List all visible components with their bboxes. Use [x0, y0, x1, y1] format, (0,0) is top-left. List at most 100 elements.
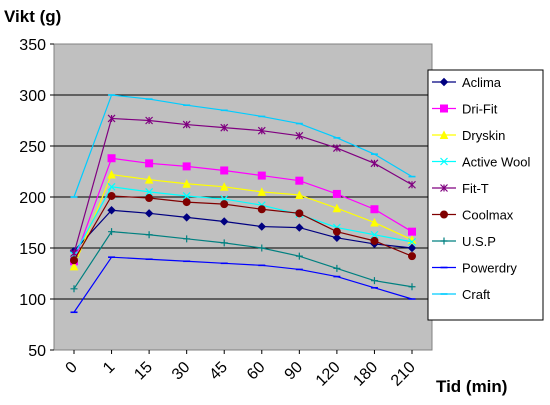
data-point-dri-fit	[295, 176, 304, 185]
data-point-fit-t	[408, 180, 416, 189]
legend-label: Coolmax	[462, 208, 514, 223]
legend-swatch-marker	[439, 77, 449, 87]
data-point-coolmax	[332, 227, 341, 236]
y-tick-label: 150	[19, 241, 46, 258]
data-point-u-s-p	[295, 252, 303, 260]
legend-label: Fit-T	[462, 181, 489, 196]
data-point-fit-t	[107, 114, 116, 123]
x-tick-label: 210	[388, 359, 419, 390]
legend-swatch-marker	[440, 184, 448, 192]
x-tick-label: 0	[63, 359, 81, 377]
series-dri-fit	[70, 154, 416, 266]
data-point-active-wool	[145, 187, 154, 196]
x-tick-label: 1	[100, 359, 118, 377]
series-line-craft	[73, 94, 413, 198]
data-point-coolmax	[370, 236, 379, 245]
legend-item-dryskin: Dryskin	[432, 128, 505, 143]
data-point-dryskin	[69, 261, 79, 271]
data-point-active-wool	[370, 230, 379, 239]
series-coolmax	[70, 191, 416, 265]
x-axis-label: Tid (min)	[436, 377, 507, 396]
y-tick-label: 100	[19, 292, 46, 309]
legend-item-craft: Craft	[432, 287, 491, 302]
data-point-u-s-p	[70, 285, 78, 293]
series-fit-t	[70, 114, 416, 258]
data-point-dryskin	[370, 217, 379, 227]
legend-item-powerdry: Powerdry	[432, 261, 517, 276]
data-point-aclima	[295, 223, 304, 232]
legend-label: Powerdry	[462, 261, 517, 276]
data-point-fit-t	[220, 123, 229, 132]
legend-item-fit-t: Fit-T	[432, 181, 489, 196]
x-tick-label: 45	[206, 359, 231, 384]
data-point-coolmax	[220, 200, 229, 209]
legend-label: Craft	[462, 287, 491, 302]
y-tick-label: 50	[28, 343, 46, 360]
data-point-aclima	[182, 213, 191, 222]
series-line-aclima	[73, 209, 413, 252]
legend: Aclima Dri-Fit Dryskin Active Wool Fit-T Cool…	[427, 69, 544, 321]
series-u-s-p	[70, 228, 416, 293]
data-point-aclima	[144, 209, 154, 218]
data-point-u-s-p	[333, 264, 341, 272]
data-point-u-s-p	[220, 239, 228, 247]
data-point-aclima	[407, 243, 417, 253]
x-tick-label: 30	[169, 359, 194, 384]
y-tick-label: 350	[19, 37, 46, 54]
data-point-dryskin	[219, 182, 229, 191]
x-tick-label: 180	[350, 359, 381, 390]
legend-label: Dryskin	[462, 128, 505, 143]
data-point-dri-fit	[107, 154, 116, 163]
series-craft	[70, 94, 416, 198]
legend-swatch-marker	[439, 130, 449, 139]
series-line-active-wool	[73, 186, 413, 256]
series-line-coolmax	[73, 195, 413, 261]
data-point-dryskin	[144, 175, 154, 184]
data-point-fit-t	[145, 116, 154, 125]
series-powerdry	[70, 256, 416, 314]
legend-item-active-wool: Active Wool	[432, 155, 531, 170]
legend-label: U.S.P	[462, 234, 496, 249]
data-point-dri-fit	[257, 171, 266, 180]
data-point-aclima	[332, 233, 342, 243]
x-axis-ticks: 0 1 15 30 45 60 90 120 180 210	[63, 350, 419, 390]
data-point-coolmax	[182, 198, 191, 207]
data-point-active-wool	[408, 237, 416, 246]
data-point-dri-fit	[332, 189, 341, 198]
data-point-u-s-p	[258, 244, 266, 252]
data-point-coolmax	[257, 205, 266, 214]
data-point-u-s-p	[108, 228, 116, 236]
data-point-aclima	[220, 217, 229, 226]
data-point-aclima	[257, 222, 266, 231]
data-point-fit-t	[182, 120, 191, 129]
x-tick-label: 15	[131, 359, 156, 384]
y-axis-ticks: 50 100 150 200 250 300 350	[19, 37, 54, 360]
legend-item-dri-fit: Dri-Fit	[432, 102, 498, 117]
data-point-coolmax	[295, 209, 304, 218]
data-point-coolmax	[408, 252, 416, 261]
x-tick-label: 90	[282, 359, 307, 384]
series-lines	[69, 94, 417, 314]
legend-items: Aclima Dri-Fit Dryskin Active Wool Fit-T Cool…	[432, 75, 531, 302]
data-point-u-s-p	[370, 277, 378, 285]
data-point-dri-fit	[182, 162, 191, 171]
legend-swatch-marker	[440, 157, 448, 166]
legend-swatch-marker	[440, 210, 448, 219]
legend-item-coolmax: Coolmax	[432, 208, 514, 223]
data-point-dryskin	[107, 169, 116, 179]
data-point-coolmax	[107, 191, 116, 200]
data-point-active-wool	[107, 182, 116, 191]
data-point-fit-t	[257, 126, 266, 135]
series-line-u-s-p	[73, 231, 413, 290]
y-tick-label: 250	[19, 139, 46, 156]
data-point-fit-t	[295, 131, 304, 140]
series-line-fit-t	[73, 117, 413, 254]
data-point-dri-fit	[145, 159, 154, 168]
data-point-active-wool	[182, 192, 191, 200]
data-point-dryskin	[295, 190, 304, 199]
legend-item-u-s-p: U.S.P	[432, 234, 496, 249]
data-point-dri-fit	[370, 205, 379, 214]
data-point-dryskin	[332, 203, 342, 213]
y-tick-label: 200	[19, 190, 46, 207]
